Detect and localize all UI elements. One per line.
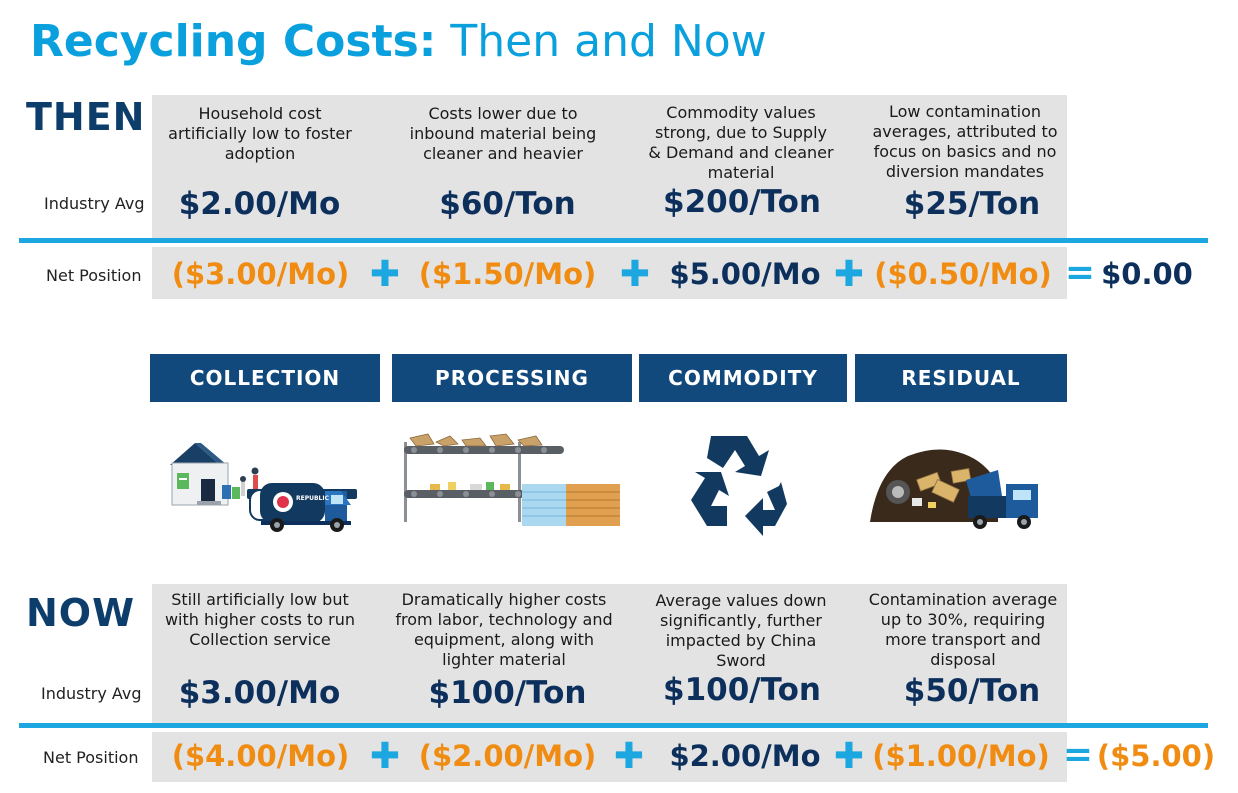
now-total: ($5.00): [1096, 739, 1216, 773]
then-net-panel: [152, 247, 1067, 299]
title-bold: Recycling Costs:: [30, 16, 437, 67]
then-price-processing: $60/Ton: [439, 186, 576, 222]
page-title: Recycling Costs: Then and Now: [30, 16, 767, 67]
now-price-commodity: $100/Ton: [663, 672, 821, 708]
plus-icon: ✚: [833, 254, 865, 295]
plus-icon: ✚: [369, 736, 401, 777]
truck-brand-text: REPUBLIC: [296, 495, 330, 502]
then-gray-panel: [152, 95, 1067, 239]
now-net-label: Net Position: [43, 748, 139, 767]
then-price-residual: $25/Ton: [903, 186, 1041, 222]
plus-icon: ✚: [369, 254, 401, 295]
now-net-commodity: $2.00/Mo: [669, 739, 821, 773]
then-desc-residual: Low contamination averages, attributed t…: [872, 102, 1058, 181]
then-price-collection: $2.00/Mo: [178, 186, 341, 222]
recycle-icon: [691, 436, 787, 536]
then-net-collection: ($3.00/Mo): [171, 257, 350, 291]
conveyor-icon: [404, 433, 620, 526]
title-rest: Then and Now: [450, 16, 767, 67]
landfill-truck-icon: [870, 449, 1038, 529]
tab-processing: PROCESSING: [392, 354, 632, 402]
now-price-processing: $100/Ton: [428, 675, 587, 711]
now-desc-processing: Dramatically higher costs from labor, te…: [395, 590, 613, 669]
now-net-residual: ($1.00/Mo): [872, 739, 1050, 773]
now-net-panel: [152, 732, 1067, 782]
then-desc-collection: Household cost artificially low to foste…: [168, 104, 352, 163]
plus-icon: ✚: [613, 736, 645, 777]
now-gray-panel: [152, 584, 1067, 724]
equals-icon: =: [1064, 252, 1096, 293]
then-label: THEN: [26, 95, 146, 139]
house-truck-icon: REPUBLIC: [170, 443, 357, 532]
then-divider: [19, 238, 1208, 243]
equals-icon: =: [1062, 734, 1094, 775]
now-desc-commodity: Average values down significantly, furth…: [655, 591, 827, 670]
now-net-collection: ($4.00/Mo): [171, 739, 350, 773]
now-price-collection: $3.00/Mo: [178, 675, 341, 711]
now-divider: [19, 723, 1208, 728]
then-price-commodity: $200/Ton: [663, 184, 821, 220]
plus-icon: ✚: [833, 736, 865, 777]
now-desc-collection: Still artificially low but with higher c…: [164, 590, 356, 649]
now-net-processing: ($2.00/Mo): [418, 739, 597, 773]
then-net-label: Net Position: [46, 266, 142, 285]
tab-collection: COLLECTION: [150, 354, 380, 402]
then-net-processing: ($1.50/Mo): [418, 257, 597, 291]
now-label: NOW: [26, 591, 136, 635]
then-desc-processing: Costs lower due to inbound material bein…: [409, 104, 597, 163]
then-net-residual: ($0.50/Mo): [874, 257, 1052, 291]
tab-commodity: COMMODITY: [639, 354, 847, 402]
then-industry-label: Industry Avg: [44, 194, 145, 213]
then-total: $0.00: [1101, 257, 1193, 291]
now-desc-residual: Contamination average up to 30%, requiri…: [868, 590, 1058, 669]
now-price-residual: $50/Ton: [903, 673, 1041, 709]
tab-residual: RESIDUAL: [855, 354, 1067, 402]
plus-icon: ✚: [619, 254, 651, 295]
now-industry-label: Industry Avg: [41, 684, 142, 703]
then-desc-commodity: Commodity values strong, due to Supply &…: [648, 103, 834, 182]
then-net-commodity: $5.00/Mo: [669, 257, 821, 291]
